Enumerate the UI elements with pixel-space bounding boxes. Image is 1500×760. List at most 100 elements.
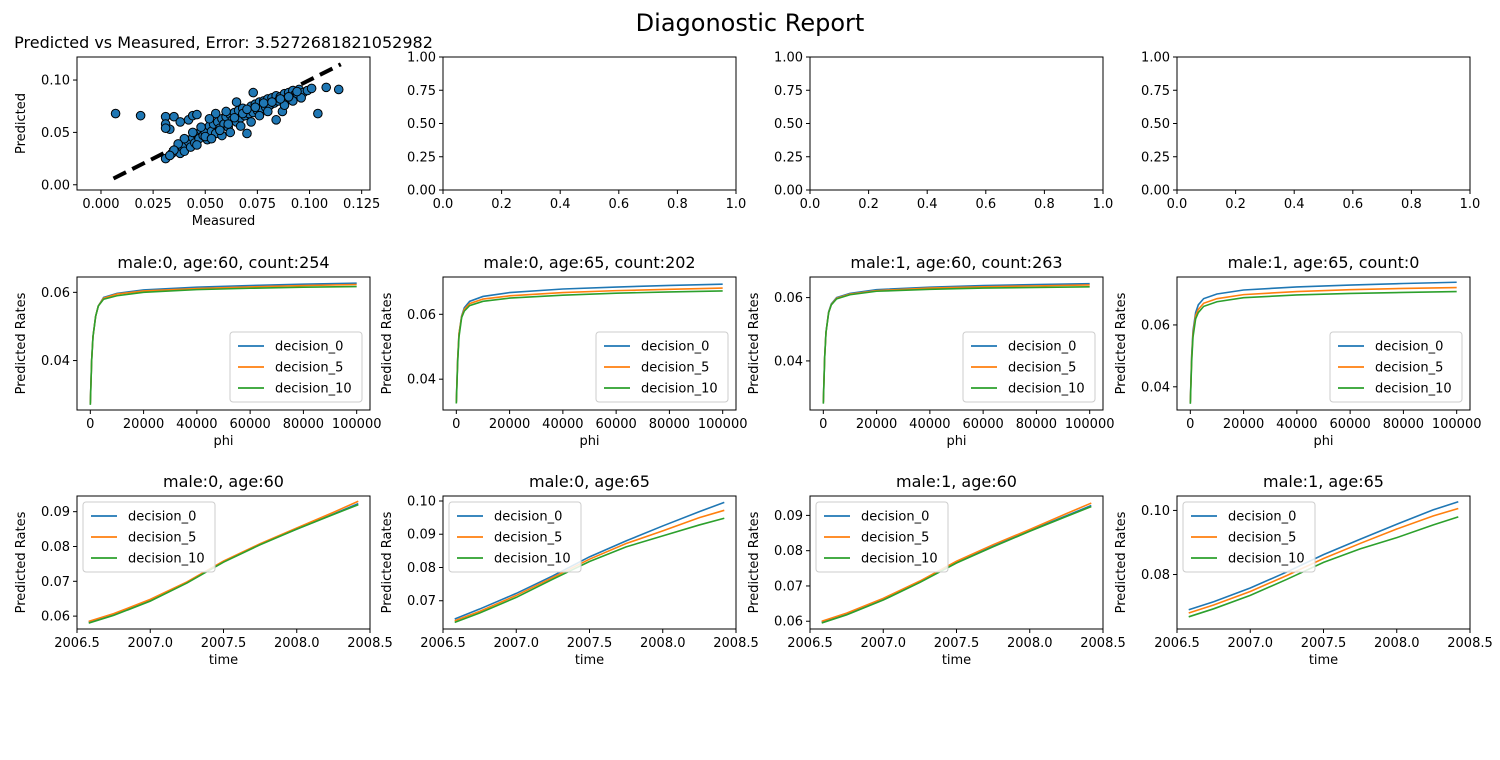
x-tick-label: 20000: [1223, 417, 1264, 432]
x-tick-label: 2006.5: [420, 636, 466, 651]
scatter-point: [321, 82, 332, 93]
subplot-title: male:1, age:65, count:0: [1228, 253, 1420, 272]
y-tick-label: 0.06: [1141, 318, 1170, 333]
scatter-point: [250, 102, 261, 113]
series-line-decision_0: [1188, 501, 1459, 611]
y-tick-label: 0.08: [41, 540, 70, 555]
axes-frame: [76, 56, 371, 191]
legend: decision_0 decision_5 decision_10: [1329, 331, 1463, 403]
legend-label: decision_0: [1375, 340, 1443, 355]
subplot-1: 0.000 0.025 0.050 0.075 0.100 0.125 0.00 0.05 0.…: [14, 33, 433, 229]
y-tick-label: 0.75: [407, 84, 436, 99]
legend-label: decision_5: [275, 361, 343, 376]
y-tick-label: 0.08: [407, 561, 436, 576]
scatter-point: [263, 106, 273, 117]
legend-label: decision_10: [1375, 382, 1452, 397]
scatter-point: [242, 128, 252, 139]
subplot-title: male:1, age:60: [896, 472, 1017, 491]
x-tick-label: 0.2: [491, 197, 512, 212]
legend-label: decision_10: [861, 552, 938, 567]
legend-box: [1329, 331, 1463, 403]
x-tick-label: 2007.0: [861, 636, 907, 651]
legend-label: decision_0: [1008, 340, 1076, 355]
x-tick-label: 100000: [698, 417, 748, 432]
legend-label: decision_10: [1228, 552, 1305, 567]
scatter-point: [221, 106, 231, 117]
x-axis-label: phi: [213, 434, 233, 449]
plot-area: [110, 62, 344, 181]
figure-title: Diagonostic Report: [635, 9, 865, 37]
x-axis-label: phi: [946, 434, 966, 449]
y-tick-label: 0.25: [774, 150, 803, 165]
x-tick-label: 40000: [542, 417, 583, 432]
x-tick-label: 0.4: [550, 197, 571, 212]
x-tick-label: 60000: [962, 417, 1003, 432]
legend-label: decision_10: [128, 552, 205, 567]
subplot-title: male:0, age:60, count:254: [117, 253, 329, 272]
y-tick-label: 0.50: [1141, 117, 1170, 132]
y-axis-label: Predicted Rates: [380, 292, 395, 394]
x-axis-label: phi: [579, 434, 599, 449]
x-tick-label: 0.2: [1225, 197, 1246, 212]
axes-frame: [442, 276, 737, 411]
scatter-point: [135, 110, 146, 121]
y-axis-label: Predicted Rates: [1114, 292, 1129, 394]
y-tick-label: 0.00: [41, 178, 70, 193]
series-line-decision_10: [455, 290, 723, 404]
legend-box: [229, 331, 363, 403]
subplot-5: 0 20000 40000 60000 80000 100000 0.04 0.06 male:…: [14, 253, 382, 449]
x-tick-label: 0.8: [667, 197, 688, 212]
x-tick-label: 80000: [1383, 417, 1424, 432]
subplot-title: male:0, age:60: [163, 472, 284, 491]
y-tick-label: 0.00: [1141, 184, 1170, 199]
x-tick-label: 0: [819, 417, 827, 432]
axes-frame: [1176, 56, 1471, 191]
x-tick-label: 0.100: [291, 197, 328, 212]
subplot-8: 0 20000 40000 60000 80000 100000 0.04 0.06 male:…: [1114, 253, 1482, 449]
x-tick-label: 2007.5: [1301, 636, 1347, 651]
y-axis-label: Predicted Rates: [14, 292, 29, 394]
legend: decision_0 decision_5 decision_10: [962, 331, 1096, 403]
x-tick-label: 40000: [1276, 417, 1317, 432]
plot-area: [1188, 501, 1459, 618]
legend: decision_0 decision_5 decision_10: [82, 501, 216, 573]
legend-box: [82, 501, 216, 573]
x-tick-label: 60000: [229, 417, 270, 432]
y-tick-label: 0.07: [41, 575, 70, 590]
legend-label: decision_0: [128, 510, 196, 525]
y-tick-label: 0.25: [407, 150, 436, 165]
legend-label: decision_5: [494, 531, 562, 546]
subplot-6: 0 20000 40000 60000 80000 100000 0.04 0.06 male:…: [380, 253, 748, 449]
y-axis-label: Predicted Rates: [747, 292, 762, 394]
subplot-title: Predicted vs Measured, Error: 3.52726818…: [14, 33, 433, 52]
y-tick-label: 0.04: [1141, 380, 1170, 395]
legend-label: decision_5: [861, 531, 929, 546]
legend-box: [448, 501, 582, 573]
x-tick-label: 2007.5: [567, 636, 613, 651]
scatter-point: [242, 104, 252, 115]
x-tick-label: 2008.0: [274, 636, 320, 651]
subplot-10: 2006.5 2007.0 2007.5 2008.0 2008.5 0.07 0.08 0.…: [380, 472, 759, 668]
x-tick-label: 0.000: [82, 197, 119, 212]
x-tick-label: 0.6: [975, 197, 996, 212]
legend: decision_0 decision_5 decision_10: [229, 331, 363, 403]
subplot-title: male:0, age:65, count:202: [483, 253, 695, 272]
y-tick-label: 0.25: [1141, 150, 1170, 165]
y-tick-label: 0.08: [1141, 568, 1170, 583]
x-axis-label: time: [209, 653, 238, 668]
y-tick-label: 0.06: [41, 610, 70, 625]
x-tick-label: 2007.0: [1228, 636, 1274, 651]
series-line-decision_10: [88, 503, 359, 624]
legend-label: decision_0: [1228, 510, 1296, 525]
y-tick-label: 0.06: [774, 291, 803, 306]
plot-area: [822, 282, 1090, 404]
x-tick-label: 2007.5: [934, 636, 980, 651]
legend: decision_0 decision_5 decision_10: [595, 331, 729, 403]
x-axis-label: Measured: [192, 214, 256, 229]
subplot-title: male:0, age:65: [529, 472, 650, 491]
scatter-point: [223, 119, 233, 129]
series-line-decision_10: [454, 517, 725, 624]
x-tick-label: 2008.0: [1374, 636, 1420, 651]
x-tick-label: 2006.5: [1154, 636, 1200, 651]
x-tick-label: 0.0: [433, 197, 454, 212]
